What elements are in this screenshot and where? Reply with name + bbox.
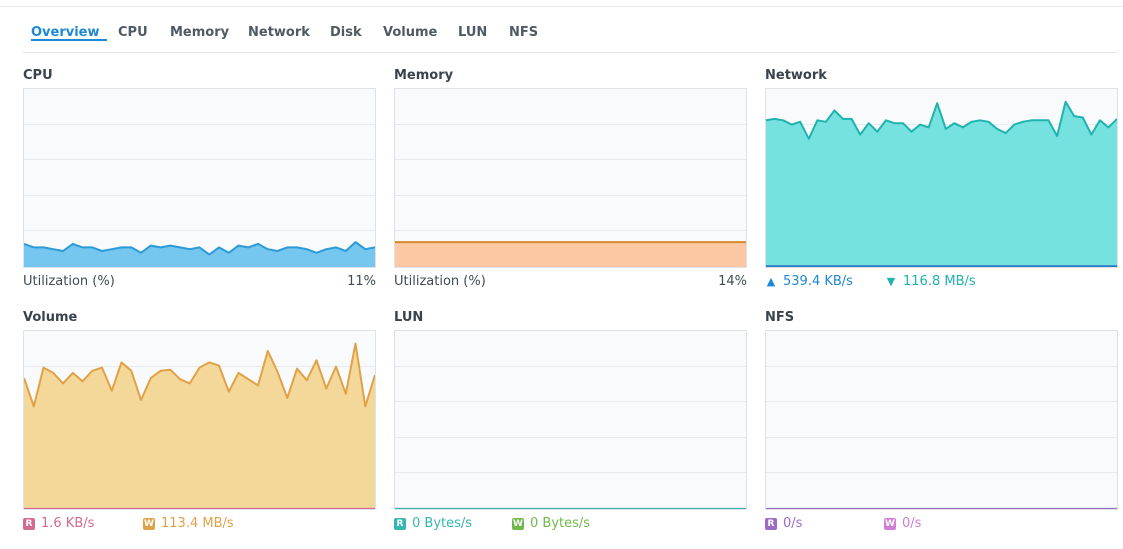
tab-nfs[interactable]: NFS <box>509 25 539 40</box>
network-download-series-area <box>766 101 1117 267</box>
panel-title: Network <box>765 68 827 83</box>
write-value: 0/s <box>902 516 922 531</box>
tab-cpu[interactable]: CPU <box>118 25 148 40</box>
panel-title: CPU <box>23 68 53 83</box>
active-tab-indicator <box>31 39 107 41</box>
nfs-chart <box>765 330 1118 510</box>
cpu-chart <box>23 88 376 268</box>
read-value: 0 Bytes/s <box>412 516 473 531</box>
panel-title: NFS <box>765 310 795 325</box>
network-footer: ▲ 539.4 KB/s ▼ 116.8 MB/s <box>765 274 1118 292</box>
panel-title: Volume <box>23 310 78 325</box>
write-stat: W 0 Bytes/s <box>512 516 590 531</box>
read-badge-icon: R <box>394 518 406 530</box>
arrow-down-icon: ▼ <box>886 275 896 288</box>
memory-series-area <box>395 242 746 267</box>
tab-overview[interactable]: Overview <box>31 25 107 41</box>
nfs-chart-svg <box>766 366 1117 509</box>
cpu-chart-svg <box>24 124 375 267</box>
read-stat: R 0/s <box>765 516 802 531</box>
top-divider <box>0 6 1123 7</box>
volume-panel: Volume R 1.6 KB/s W 113.4 MB/s <box>23 310 376 540</box>
read-badge-icon: R <box>23 518 35 530</box>
nfs-panel: NFS R 0/s W 0/s <box>765 310 1118 540</box>
lun-chart <box>394 330 747 510</box>
memory-chart <box>394 88 747 268</box>
volume-write-series-line <box>24 342 375 408</box>
utilization-value: 14% <box>718 274 747 289</box>
write-stat: W 113.4 MB/s <box>143 516 234 531</box>
utilization-value: 11% <box>347 274 376 289</box>
tab-lun[interactable]: LUN <box>458 25 488 40</box>
memory-panel: Memory Utilization (%) 14% <box>394 68 747 298</box>
cpu-footer: Utilization (%) 11% <box>23 274 376 292</box>
write-value: 113.4 MB/s <box>161 516 234 531</box>
write-badge-icon: W <box>143 518 155 530</box>
cpu-series-line <box>24 241 375 256</box>
write-badge-icon: W <box>884 518 896 530</box>
write-badge-icon: W <box>512 518 524 530</box>
write-value: 0 Bytes/s <box>530 516 591 531</box>
download-stat: ▼ 116.8 MB/s <box>885 274 976 289</box>
cpu-panel: CPU Utilization (%) 11% <box>23 68 376 298</box>
panel-title: LUN <box>394 310 424 325</box>
upload-stat: ▲ 539.4 KB/s <box>765 274 853 289</box>
utilization-label: Utilization (%) <box>23 274 115 289</box>
lun-footer: R 0 Bytes/s W 0 Bytes/s <box>394 516 747 534</box>
volume-footer: R 1.6 KB/s W 113.4 MB/s <box>23 516 376 534</box>
upload-value: 539.4 KB/s <box>783 274 853 289</box>
network-chart-svg <box>766 100 1117 267</box>
arrow-up-icon: ▲ <box>766 275 776 288</box>
tab-bar: Overview CPU Memory Network Disk Volume … <box>23 18 1117 53</box>
tab-volume[interactable]: Volume <box>383 25 438 40</box>
read-value: 1.6 KB/s <box>41 516 95 531</box>
volume-write-series-area <box>24 343 375 509</box>
read-stat: R 0 Bytes/s <box>394 516 472 531</box>
memory-footer: Utilization (%) 14% <box>394 274 747 292</box>
tab-disk[interactable]: Disk <box>330 25 362 40</box>
memory-chart-svg <box>395 124 746 267</box>
panel-title: Memory <box>394 68 454 83</box>
network-panel: Network ▲ 539.4 KB/s ▼ 116.8 MB/s <box>765 68 1118 298</box>
utilization-label: Utilization (%) <box>394 274 486 289</box>
tab-network[interactable]: Network <box>248 25 310 40</box>
lun-chart-svg <box>395 366 746 509</box>
volume-chart-svg <box>24 342 375 509</box>
write-stat: W 0/s <box>884 516 921 531</box>
download-value: 116.8 MB/s <box>903 274 976 289</box>
nfs-footer: R 0/s W 0/s <box>765 516 1118 534</box>
read-badge-icon: R <box>765 518 777 530</box>
network-download-series-line <box>766 100 1117 140</box>
network-chart <box>765 88 1118 268</box>
read-value: 0/s <box>783 516 803 531</box>
tab-memory[interactable]: Memory <box>170 25 230 40</box>
volume-chart <box>23 330 376 510</box>
read-stat: R 1.6 KB/s <box>23 516 94 531</box>
lun-panel: LUN R 0 Bytes/s W 0 Bytes/s <box>394 310 747 540</box>
